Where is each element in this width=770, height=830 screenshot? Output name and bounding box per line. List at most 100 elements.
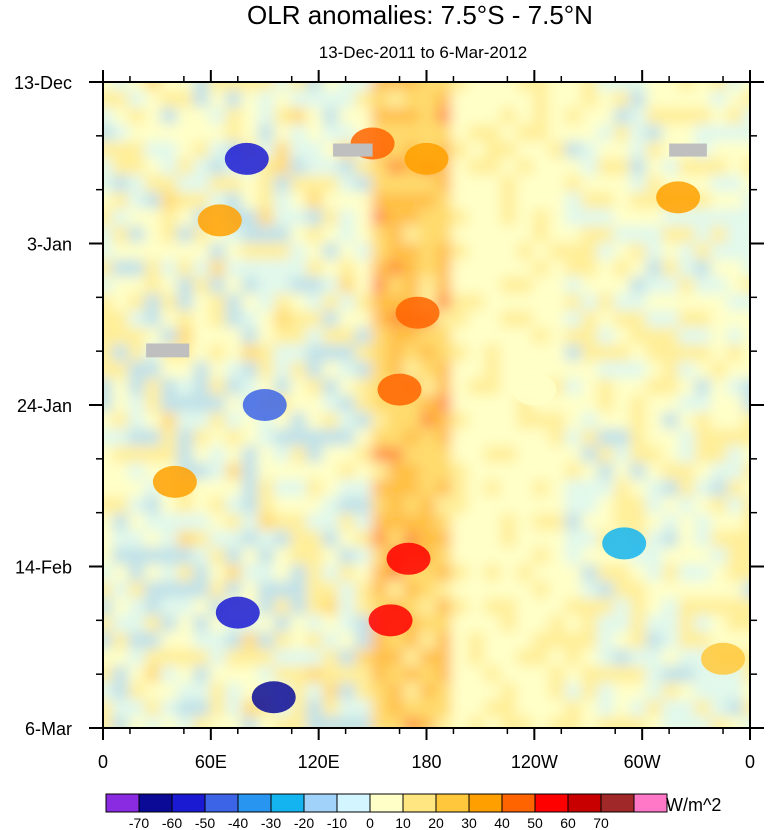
field-cell (517, 91, 532, 106)
field-cell (339, 616, 354, 631)
field-cell (630, 667, 645, 682)
field-cell (291, 82, 306, 89)
field-cell (614, 159, 629, 174)
field-cell (242, 497, 257, 512)
field-cell (452, 142, 467, 157)
field-cell (355, 345, 370, 360)
field-cell (291, 531, 306, 546)
field-cell (210, 701, 225, 716)
field-cell (258, 176, 273, 191)
colorbar-swatch (270, 793, 305, 813)
field-cell (242, 514, 257, 529)
field-cell (646, 159, 661, 174)
field-cell (469, 497, 484, 512)
field-cell (274, 447, 289, 462)
field-cell (614, 227, 629, 242)
field-cell (194, 430, 209, 445)
field-cell (194, 514, 209, 529)
field-cell (274, 481, 289, 496)
field-cell (744, 548, 750, 563)
field-cell (744, 447, 750, 462)
field-cell (388, 278, 403, 293)
field-cell (582, 464, 597, 479)
field-cell (177, 582, 192, 597)
field-cell (274, 328, 289, 343)
field-cell (582, 362, 597, 377)
field-cell (177, 125, 192, 140)
field-cell (371, 210, 386, 225)
field-cell (566, 345, 581, 360)
field-cell (404, 684, 419, 699)
field-cell (727, 311, 742, 326)
field-cell (129, 565, 144, 580)
field-cell (646, 396, 661, 411)
field-cell (258, 210, 273, 225)
field-cell (420, 108, 435, 123)
field-cell (242, 227, 257, 242)
field-cell (452, 379, 467, 394)
field-cell (598, 193, 613, 208)
field-cell (388, 413, 403, 428)
field-cell (744, 362, 750, 377)
field-cell (695, 91, 710, 106)
field-cell (291, 599, 306, 614)
field-cell (226, 125, 241, 140)
field-cell (501, 294, 516, 309)
field-cell (177, 531, 192, 546)
field-cell (355, 210, 370, 225)
field-cell (452, 82, 467, 89)
field-cell (161, 91, 176, 106)
field-cell (679, 244, 694, 259)
field-cell (679, 294, 694, 309)
field-cell (161, 82, 176, 89)
field-cell (274, 531, 289, 546)
field-cell (501, 717, 516, 728)
field-cell (161, 633, 176, 648)
field-cell (549, 362, 564, 377)
field-cell (598, 91, 613, 106)
field-cell (582, 514, 597, 529)
field-cell (549, 193, 564, 208)
field-cell (194, 345, 209, 360)
field-cell (695, 328, 710, 343)
field-cell (274, 497, 289, 512)
field-cell (598, 464, 613, 479)
field-cell (744, 599, 750, 614)
field-cell (614, 667, 629, 682)
field-cell (371, 278, 386, 293)
field-cell (533, 362, 548, 377)
field-cell (501, 261, 516, 276)
anomaly-region (152, 465, 197, 498)
field-cell (420, 633, 435, 648)
field-cell (291, 430, 306, 445)
field-cell (274, 159, 289, 174)
field-cell (679, 514, 694, 529)
field-cell (598, 633, 613, 648)
field-cell (145, 616, 160, 631)
field-cell (614, 210, 629, 225)
field-cell (517, 514, 532, 529)
field-cell (695, 481, 710, 496)
field-cell (177, 91, 192, 106)
field-cell (469, 616, 484, 631)
field-cell (533, 413, 548, 428)
field-cell (727, 396, 742, 411)
field-cell (436, 278, 451, 293)
field-cell (307, 582, 322, 597)
field-cell (582, 650, 597, 665)
field-cell (388, 91, 403, 106)
field-cell (501, 548, 516, 563)
field-cell (291, 125, 306, 140)
field-cell (307, 142, 322, 157)
field-cell (566, 667, 581, 682)
missing-data-block (146, 343, 190, 358)
field-cell (744, 379, 750, 394)
field-cell (103, 667, 111, 682)
field-cell (388, 82, 403, 89)
field-cell (323, 684, 338, 699)
field-cell (436, 362, 451, 377)
field-cell (161, 413, 176, 428)
field-cell (566, 278, 581, 293)
field-cell (582, 193, 597, 208)
field-cell (744, 464, 750, 479)
